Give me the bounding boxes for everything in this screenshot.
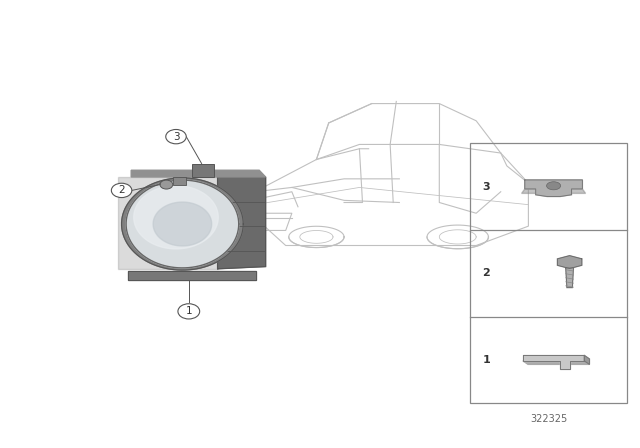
Text: 3: 3 — [483, 182, 490, 192]
Text: 2: 2 — [483, 268, 490, 278]
Polygon shape — [131, 170, 266, 177]
Polygon shape — [523, 361, 589, 364]
Text: 3: 3 — [173, 132, 179, 142]
Circle shape — [160, 180, 173, 189]
Polygon shape — [566, 268, 573, 288]
Polygon shape — [525, 180, 582, 197]
Polygon shape — [134, 185, 218, 249]
Polygon shape — [523, 355, 584, 369]
Bar — [470, 143, 627, 403]
Text: 1: 1 — [483, 355, 490, 365]
Polygon shape — [126, 180, 239, 268]
Text: 322325: 322325 — [530, 414, 568, 424]
Text: 1: 1 — [186, 306, 192, 316]
Text: 2: 2 — [118, 185, 125, 195]
Polygon shape — [557, 256, 582, 268]
Polygon shape — [118, 177, 218, 269]
Polygon shape — [128, 271, 256, 280]
Bar — [173, 177, 186, 185]
Ellipse shape — [547, 182, 561, 190]
Polygon shape — [153, 202, 212, 246]
Polygon shape — [584, 355, 589, 364]
Circle shape — [166, 129, 186, 144]
Circle shape — [178, 304, 200, 319]
Polygon shape — [218, 177, 266, 269]
Bar — [192, 164, 214, 177]
Polygon shape — [122, 178, 243, 270]
Circle shape — [111, 183, 132, 198]
Polygon shape — [522, 189, 586, 194]
